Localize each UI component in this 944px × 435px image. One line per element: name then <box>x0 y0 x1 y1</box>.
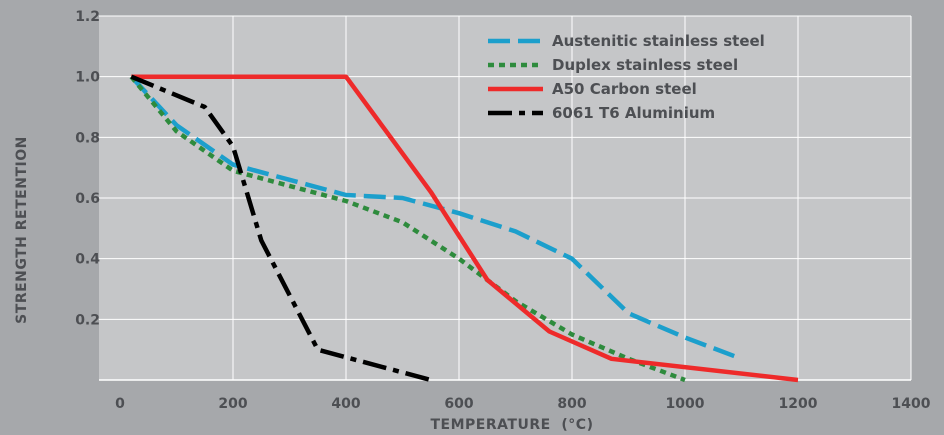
legend-label: A50 Carbon steel <box>552 80 697 98</box>
y-tick-label: 1.0 <box>75 70 100 86</box>
series-line <box>130 74 432 383</box>
legend-label: Austenitic stainless steel <box>552 32 765 50</box>
x-axis-ticks: 0 200 400 600 800 1000 1200 1400 <box>115 396 931 412</box>
y-tick-label: 0.2 <box>75 312 100 328</box>
y-axis-title: STRENGTH RETENTION <box>14 136 30 324</box>
x-tick-label: 0 <box>115 396 125 412</box>
y-tick-label: 0.8 <box>75 130 100 146</box>
y-tick-label: 1.2 <box>75 9 100 25</box>
x-tick-label: 400 <box>331 396 360 412</box>
x-tick-label: 1400 <box>892 396 931 412</box>
y-tick-label: 0.6 <box>75 191 100 207</box>
series-layer <box>129 74 799 383</box>
legend-label: 6061 T6 Aluminium <box>552 104 715 122</box>
series-line <box>131 74 799 383</box>
x-tick-label: 1000 <box>666 396 705 412</box>
x-tick-label: 600 <box>444 396 473 412</box>
x-tick-label: 1200 <box>779 396 818 412</box>
legend-label: Duplex stainless steel <box>552 56 738 74</box>
legend: Austenitic stainless steel Duplex stainle… <box>488 32 765 122</box>
x-tick-label: 200 <box>218 396 247 412</box>
series-line <box>129 75 743 361</box>
x-axis-title: TEMPERATURE (°C) <box>431 417 594 433</box>
series-line <box>129 75 686 383</box>
y-axis-ticks: 1.2 1.0 0.8 0.6 0.4 0.2 <box>75 9 100 328</box>
y-tick-label: 0.4 <box>75 252 100 268</box>
x-tick-label: 800 <box>557 396 586 412</box>
